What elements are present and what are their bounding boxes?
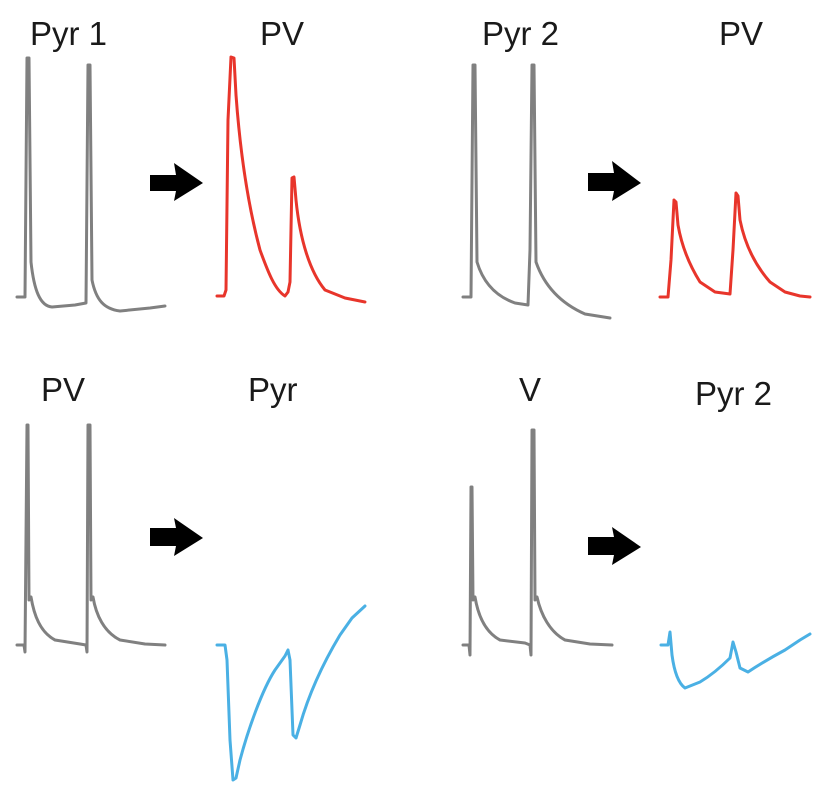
panel-top-left-pre-label: Pyr 1 bbox=[30, 15, 108, 52]
panel-top-left-post-label: PV bbox=[260, 15, 305, 52]
pv-epsp-trace bbox=[215, 55, 367, 304]
panel-bottom-right-pre-label: V bbox=[519, 371, 542, 408]
right-arrow-icon bbox=[150, 518, 203, 556]
panel-top-right-post-label: PV bbox=[719, 15, 764, 52]
pv-spike-trace bbox=[15, 423, 167, 654]
pyr-ipsp-trace bbox=[215, 604, 367, 782]
panel-bottom-left-post-label: Pyr bbox=[248, 371, 298, 408]
right-arrow-icon bbox=[588, 527, 641, 565]
pyr2-spike-trace bbox=[461, 63, 612, 320]
panel-top-right-pre-label: Pyr 2 bbox=[482, 15, 560, 52]
pv-epsp-trace bbox=[658, 191, 812, 299]
v-spike-trace bbox=[461, 428, 614, 657]
right-arrow-icon bbox=[150, 163, 203, 201]
panel-bottom-right-post-label: Pyr 2 bbox=[695, 375, 773, 412]
panel-bottom-right bbox=[461, 428, 812, 690]
right-arrow-icon bbox=[588, 161, 641, 201]
panel-top-left bbox=[15, 55, 367, 313]
panel-bottom-left bbox=[15, 423, 367, 782]
panel-bottom-left-pre-label: PV bbox=[41, 371, 86, 408]
panel-top-right bbox=[461, 63, 812, 320]
pyr1-spike-trace bbox=[15, 56, 167, 313]
pyr2-ipsp-trace bbox=[659, 630, 812, 690]
